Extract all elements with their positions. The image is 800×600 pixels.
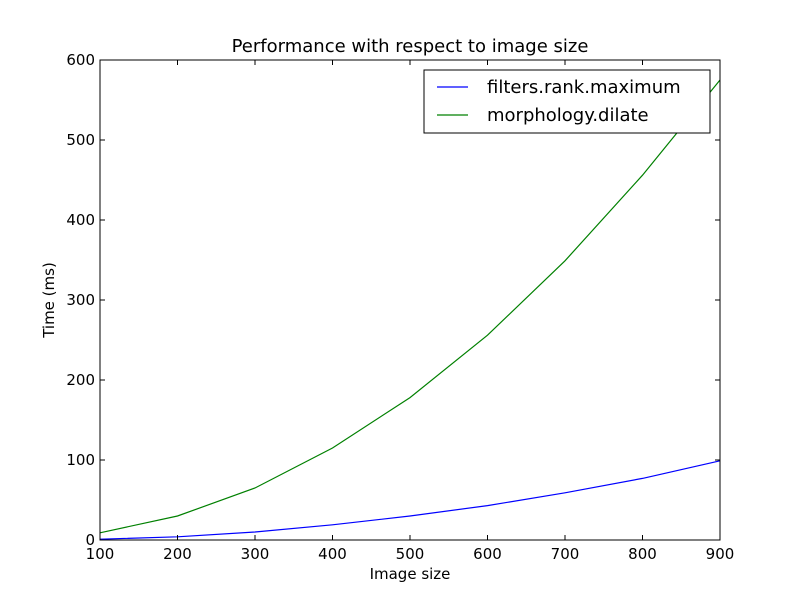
x-tick-label: 100 <box>86 545 115 563</box>
legend-label-2: morphology.dilate <box>487 105 649 126</box>
x-axis-label: Image size <box>370 565 451 583</box>
legend-box <box>423 69 711 134</box>
y-tick-label: 0 <box>85 531 95 549</box>
axis-ticks: 100 200 300 400 500 600 700 800 9000100200300400… <box>66 51 734 563</box>
x-tick-label: 700 <box>551 545 580 563</box>
x-tick-label: 300 <box>241 545 270 563</box>
y-tick-label: 400 <box>66 211 95 229</box>
x-tick-label: 800 <box>628 545 657 563</box>
y-tick-label: 500 <box>66 131 95 149</box>
y-tick-label: 100 <box>66 451 95 469</box>
x-tick-label: 900 <box>706 545 735 563</box>
legend: filters.rank.maximum morphology.dilate <box>423 69 711 134</box>
legend-label-1: filters.rank.maximum <box>487 77 681 98</box>
x-tick-label: 200 <box>163 545 192 563</box>
x-tick-label: 400 <box>318 545 347 563</box>
y-axis-label: Time (ms) <box>40 262 58 339</box>
plot-area <box>99 79 721 540</box>
y-tick-label: 300 <box>66 291 95 309</box>
x-tick-label: 600 <box>473 545 502 563</box>
y-tick-label: 200 <box>66 371 95 389</box>
series-line-1 <box>99 460 721 540</box>
series-line-2 <box>99 79 721 534</box>
chart-title: Performance with respect to image size <box>232 36 589 57</box>
y-tick-label: 600 <box>66 51 95 69</box>
x-tick-label: 500 <box>396 545 425 563</box>
